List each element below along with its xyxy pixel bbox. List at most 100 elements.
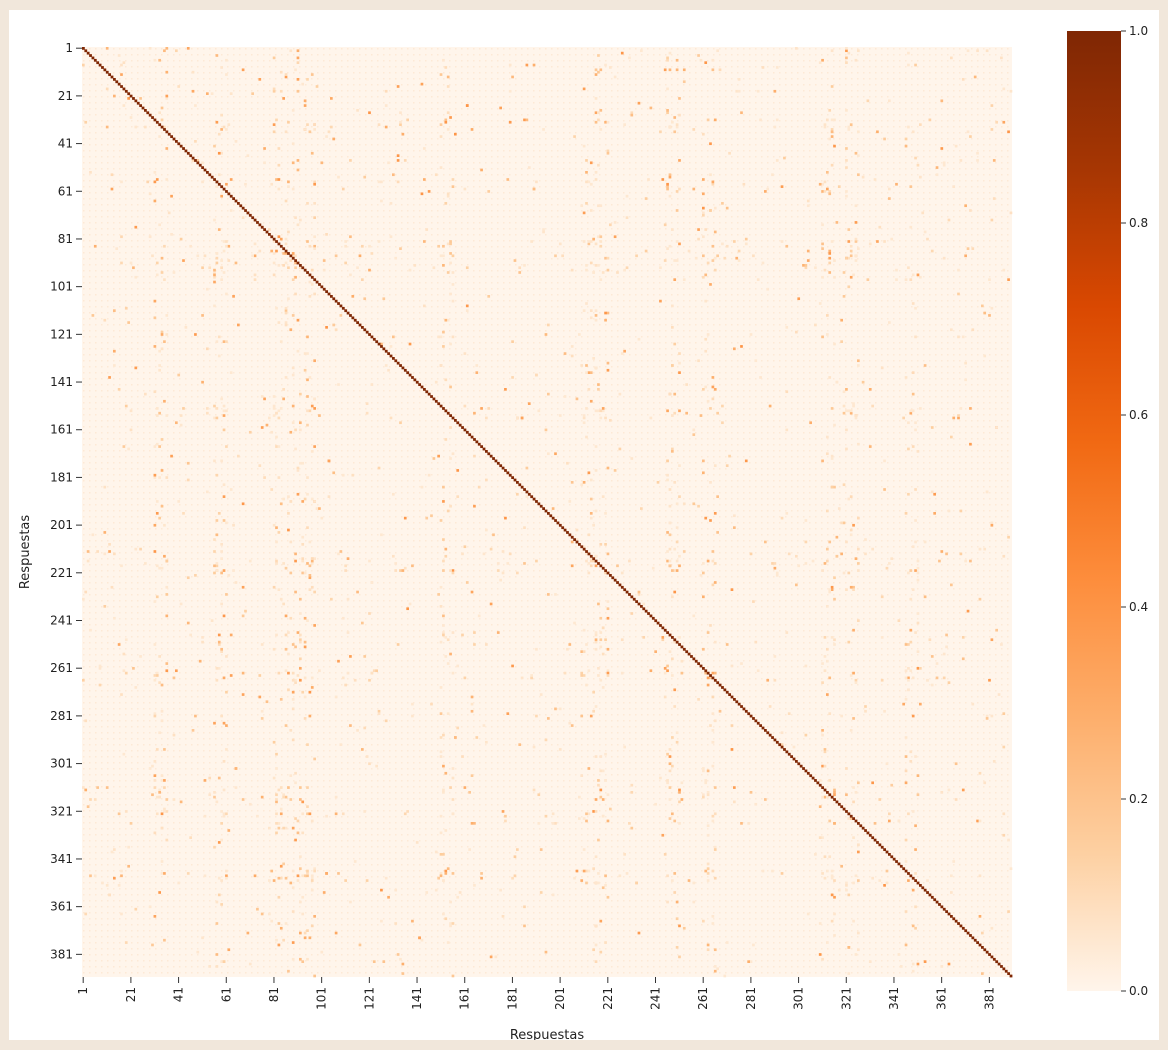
heatmap-cell	[709, 142, 712, 146]
diagonal-cell	[308, 273, 312, 277]
heatmap-cell	[525, 495, 529, 498]
heatmap-cell	[971, 702, 975, 706]
diagonal-cell	[892, 857, 896, 861]
heatmap-cell	[330, 97, 333, 100]
heatmap-cell	[284, 922, 288, 925]
heatmap-cell	[501, 915, 505, 918]
heatmap-cell	[594, 509, 598, 513]
heatmap-cell	[668, 547, 672, 551]
heatmap-cell	[637, 593, 641, 596]
heatmap-cell	[857, 879, 860, 882]
heatmap-cell	[434, 888, 438, 892]
heatmap-cell	[473, 454, 476, 458]
diagonal-cell	[115, 80, 119, 84]
heatmap-cell	[506, 562, 510, 565]
heatmap-cell	[847, 125, 851, 129]
diagonal-cell	[384, 349, 388, 353]
heatmap-cell	[296, 49, 300, 53]
heatmap-cell	[547, 323, 550, 327]
heatmap-cell	[988, 678, 991, 682]
heatmap-cell	[225, 182, 228, 186]
heatmap-cell	[909, 669, 913, 673]
heatmap-cell	[585, 264, 588, 267]
heatmap-cell	[153, 774, 157, 777]
heatmap-cell	[926, 879, 929, 882]
heatmap-cell	[165, 476, 169, 479]
heatmap-cell	[327, 130, 331, 134]
heatmap-cell	[425, 891, 429, 894]
diagonal-cell	[799, 764, 803, 768]
heatmap-cell	[439, 585, 443, 589]
diagonal-cell	[134, 99, 138, 103]
diagonal-cell	[575, 540, 579, 544]
heatmap-cell	[272, 273, 276, 277]
heatmap-cell	[496, 631, 500, 634]
heatmap-cell	[704, 299, 708, 303]
diagonal-cell	[225, 190, 228, 193]
heatmap-cell	[890, 783, 894, 787]
heatmap-cell	[990, 714, 994, 718]
heatmap-cell	[93, 798, 97, 801]
heatmap-cell	[446, 75, 450, 79]
heatmap-cell	[678, 409, 681, 413]
heatmap-cell	[420, 192, 424, 196]
diagonal-cell	[773, 738, 777, 742]
heatmap-cell	[225, 748, 228, 751]
heatmap-cell	[163, 278, 166, 281]
heatmap-cell	[213, 280, 216, 284]
heatmap-cell	[308, 295, 312, 298]
heatmap-cell	[849, 409, 853, 413]
x-tick-label: 41	[172, 987, 186, 1002]
heatmap-cell	[947, 218, 951, 222]
heatmap-cell	[916, 163, 920, 167]
heatmap-cell	[294, 552, 297, 556]
heatmap-cell	[849, 249, 853, 253]
heatmap-cell	[642, 602, 646, 606]
heatmap-cell	[377, 123, 381, 126]
heatmap-cell	[857, 364, 860, 367]
heatmap-cell	[914, 824, 917, 828]
heatmap-cell	[275, 562, 278, 565]
heatmap-cell	[592, 709, 595, 713]
heatmap-cell	[904, 643, 908, 646]
heatmap-cell	[217, 643, 221, 646]
heatmap-cell	[442, 912, 445, 916]
heatmap-cell	[711, 376, 715, 379]
heatmap-cell	[201, 314, 204, 317]
diagonal-cell	[415, 380, 419, 384]
heatmap-cell	[692, 187, 696, 191]
heatmap-cell	[284, 614, 288, 618]
heatmap-cell	[952, 185, 956, 188]
heatmap-cell	[668, 755, 672, 758]
heatmap-cell	[711, 180, 715, 184]
y-tick-label: 81	[58, 232, 73, 246]
heatmap-cell	[532, 788, 536, 792]
heatmap-cell	[606, 607, 610, 611]
heatmap-cell	[439, 605, 443, 608]
heatmap-cell	[296, 318, 300, 322]
heatmap-cell	[530, 674, 533, 677]
heatmap-cell	[682, 550, 686, 553]
heatmap-cell	[620, 671, 624, 675]
colorbar-ticks: 0.00.20.40.60.81.0	[1121, 24, 1148, 998]
diagonal-cell	[91, 56, 95, 60]
heatmap-cell	[268, 416, 271, 420]
heatmap-cell	[821, 182, 824, 186]
colorbar-gradient	[1067, 31, 1121, 991]
heatmap-cell	[821, 335, 824, 339]
heatmap-cell	[835, 554, 839, 558]
diagonal-cell	[637, 602, 641, 606]
heatmap-cell	[153, 714, 157, 718]
heatmap-cell	[189, 633, 192, 637]
heatmap-cell	[606, 368, 610, 372]
heatmap-cell	[857, 948, 860, 952]
heatmap-cell	[821, 836, 824, 839]
heatmap-cell	[96, 786, 99, 789]
heatmap-cell	[713, 581, 717, 584]
heatmap-cell	[733, 800, 736, 804]
heatmap-cell	[830, 130, 834, 134]
diagonal-cell	[108, 73, 112, 77]
heatmap-cell	[849, 585, 853, 589]
diagonal-cell	[919, 884, 922, 887]
heatmap-cell	[153, 199, 157, 203]
